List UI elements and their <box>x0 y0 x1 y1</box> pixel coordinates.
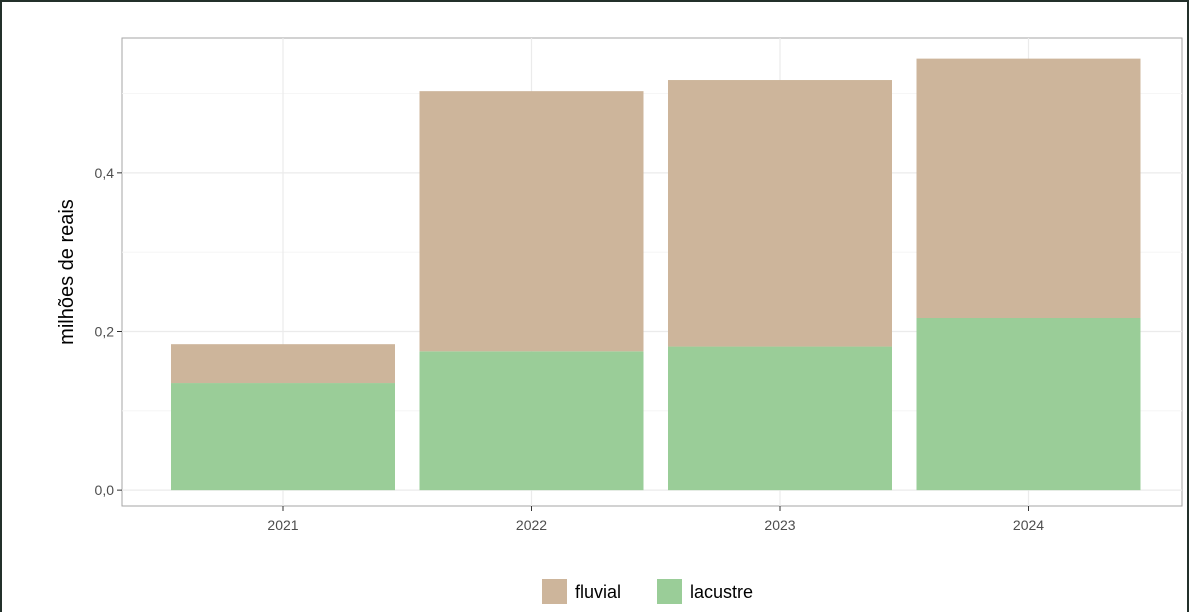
legend-swatch-fluvial <box>542 579 567 604</box>
x-tick-label: 2023 <box>764 517 795 533</box>
x-axis: 2021 2022 2023 2024 <box>267 506 1044 533</box>
bar-lacustre-2024 <box>916 318 1141 491</box>
y-axis-title: milhões de reais <box>56 199 78 345</box>
y-tick-label: 0,4 <box>95 165 115 181</box>
bar-fluvial-2024 <box>916 58 1141 319</box>
x-tick-label: 2024 <box>1013 517 1044 533</box>
y-tick-label: 0,2 <box>95 323 115 339</box>
legend-label-fluvial: fluvial <box>575 582 621 602</box>
y-tick-label: 0,0 <box>95 482 115 498</box>
bar-fluvial-2023 <box>668 80 892 347</box>
x-tick-label: 2022 <box>516 517 547 533</box>
y-axis: 0,0 0,2 0,4 <box>95 165 122 498</box>
bar-fluvial-2021 <box>171 344 395 384</box>
bars <box>171 58 1141 491</box>
legend-label-lacustre: lacustre <box>690 582 753 602</box>
bar-fluvial-2022 <box>419 91 644 352</box>
bar-lacustre-2022 <box>419 351 644 491</box>
legend: fluvial lacustre <box>542 579 753 604</box>
bar-lacustre-2023 <box>668 346 892 491</box>
x-tick-label: 2021 <box>267 517 298 533</box>
bar-lacustre-2021 <box>171 383 395 491</box>
legend-swatch-lacustre <box>657 579 682 604</box>
